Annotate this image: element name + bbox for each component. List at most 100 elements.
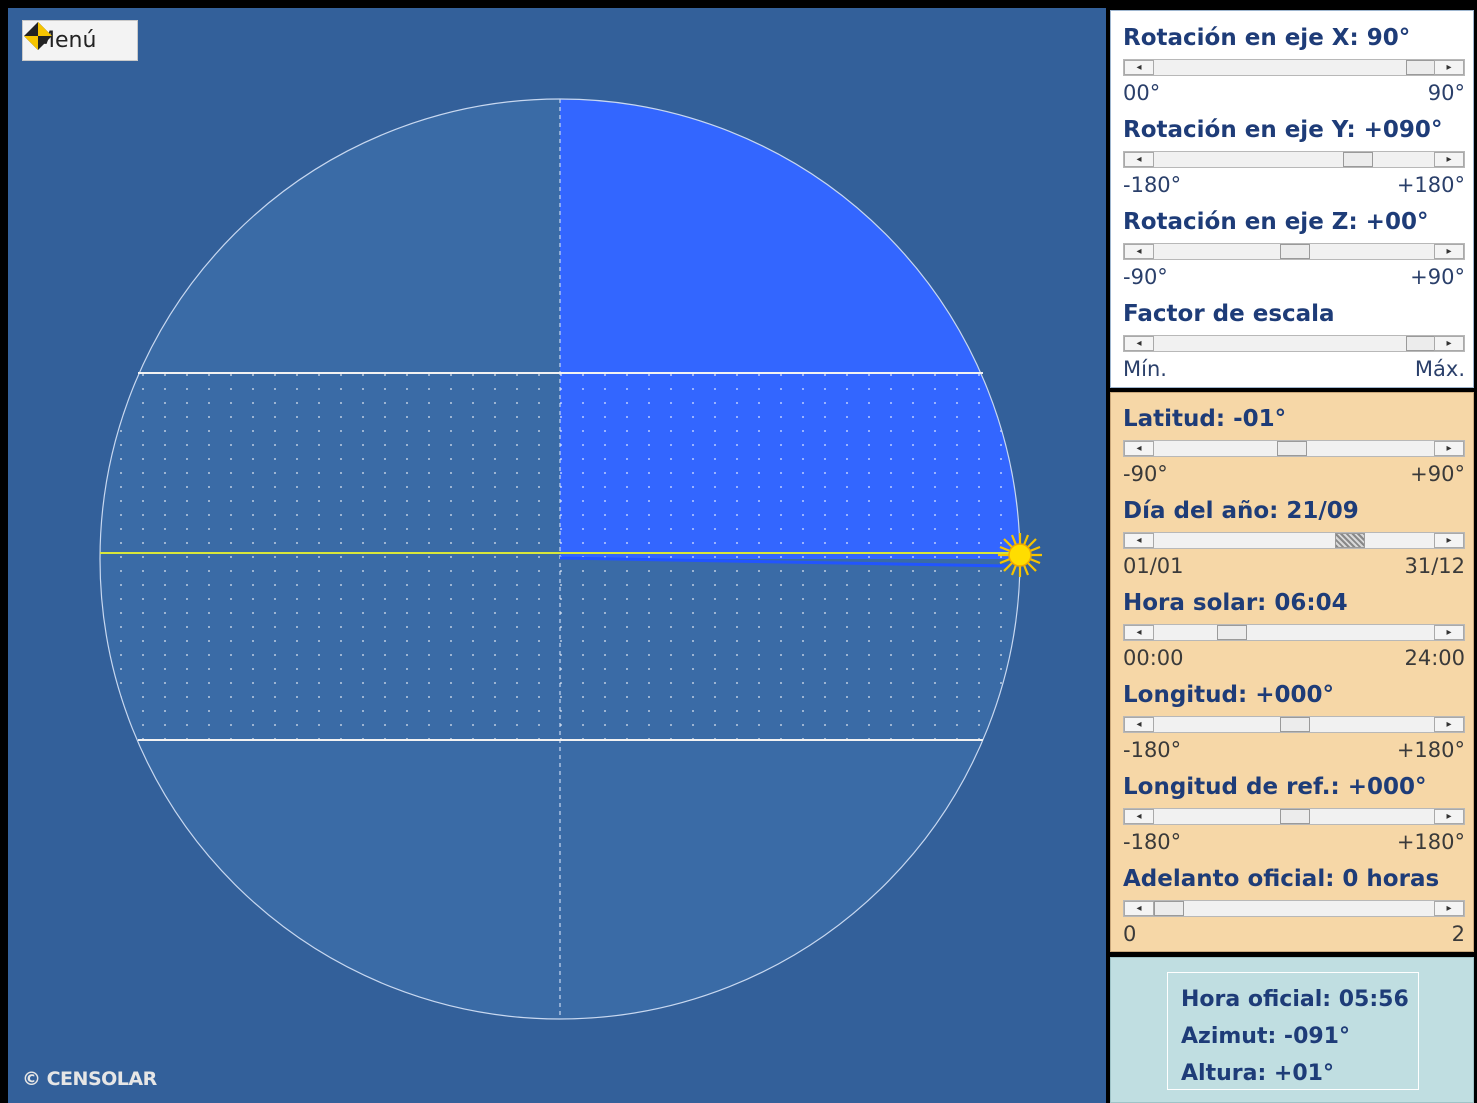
- azimuth-readout: Azimut: -091°: [1181, 1018, 1418, 1055]
- view-slider-track[interactable]: ◂ ▸: [1123, 59, 1465, 76]
- scroll-left-arrow-icon[interactable]: ◂: [1124, 533, 1154, 548]
- view-control-title: Rotación en eje Z: +00°: [1123, 209, 1465, 235]
- location-slider-track[interactable]: ◂ ▸: [1123, 716, 1465, 733]
- location-slider-thumb[interactable]: [1335, 533, 1365, 548]
- location-slider-range: 01/01 31/12: [1123, 554, 1465, 578]
- view-slider-range: -180° +180°: [1123, 173, 1465, 197]
- scroll-right-arrow-icon[interactable]: ▸: [1434, 533, 1464, 548]
- range-max-label: +90°: [1410, 265, 1465, 289]
- menu-button[interactable]: Menú: [22, 20, 138, 61]
- view-control-3: Factor de escala ◂ ▸ Mín. Máx.: [1123, 301, 1465, 327]
- sun-icon: [998, 533, 1042, 577]
- view-slider-track[interactable]: ◂ ▸: [1123, 151, 1465, 168]
- range-max-label: +180°: [1397, 173, 1465, 197]
- scroll-right-arrow-icon[interactable]: ▸: [1434, 625, 1464, 640]
- scroll-left-arrow-icon[interactable]: ◂: [1124, 625, 1154, 640]
- scroll-right-arrow-icon[interactable]: ▸: [1434, 441, 1464, 456]
- view-slider-track[interactable]: ◂ ▸: [1123, 335, 1465, 352]
- location-control-3: Longitud: +000° ◂ ▸ -180° +180°: [1123, 682, 1465, 708]
- location-slider-range: -90° +90°: [1123, 462, 1465, 486]
- location-slider-thumb[interactable]: [1280, 809, 1310, 824]
- scroll-right-arrow-icon[interactable]: ▸: [1434, 717, 1464, 732]
- range-max-label: 24:00: [1404, 646, 1465, 670]
- results-panel: Hora oficial: 05:56 Azimut: -091° Altura…: [1110, 957, 1474, 1103]
- location-slider-thumb[interactable]: [1154, 901, 1184, 916]
- view-slider-thumb[interactable]: [1343, 152, 1373, 167]
- scroll-right-arrow-icon[interactable]: ▸: [1434, 244, 1464, 259]
- view-control-1: Rotación en eje Y: +090° ◂ ▸ -180° +180°: [1123, 117, 1465, 143]
- view-control-2: Rotación en eje Z: +00° ◂ ▸ -90° +90°: [1123, 209, 1465, 235]
- location-slider-track[interactable]: ◂ ▸: [1123, 900, 1465, 917]
- view-control-0: Rotación en eje X: 90° ◂ ▸ 00° 90°: [1123, 25, 1465, 51]
- scroll-left-arrow-icon[interactable]: ◂: [1124, 717, 1154, 732]
- location-control-5: Adelanto oficial: 0 horas ◂ ▸ 0 2: [1123, 866, 1465, 892]
- view-control-title: Rotación en eje Y: +090°: [1123, 117, 1465, 143]
- scroll-right-arrow-icon[interactable]: ▸: [1434, 152, 1464, 167]
- scroll-left-arrow-icon[interactable]: ◂: [1124, 60, 1154, 75]
- scroll-left-arrow-icon[interactable]: ◂: [1124, 809, 1154, 824]
- view-slider-track[interactable]: ◂ ▸: [1123, 243, 1465, 260]
- location-slider-range: -180° +180°: [1123, 738, 1465, 762]
- range-min-label: Mín.: [1123, 357, 1167, 381]
- range-min-label: 0: [1123, 922, 1136, 946]
- location-control-title: Adelanto oficial: 0 horas: [1123, 866, 1465, 892]
- official-time-readout: Hora oficial: 05:56: [1181, 981, 1418, 1018]
- location-slider-track[interactable]: ◂ ▸: [1123, 532, 1465, 549]
- range-max-label: +180°: [1397, 830, 1465, 854]
- diamond-arrow-icon: [23, 21, 53, 51]
- range-max-label: +180°: [1397, 738, 1465, 762]
- view-slider-thumb[interactable]: [1406, 336, 1436, 351]
- scroll-right-arrow-icon[interactable]: ▸: [1434, 336, 1464, 351]
- scroll-right-arrow-icon[interactable]: ▸: [1434, 809, 1464, 824]
- location-control-title: Hora solar: 06:04: [1123, 590, 1465, 616]
- range-min-label: -180°: [1123, 738, 1181, 762]
- range-min-label: -180°: [1123, 830, 1181, 854]
- scroll-left-arrow-icon[interactable]: ◂: [1124, 152, 1154, 167]
- view-controls-panel: Rotación en eje X: 90° ◂ ▸ 00° 90° Rotación e…: [1110, 10, 1474, 388]
- location-controls-panel: Latitud: -01° ◂ ▸ -90° +90° Día del año: 21/0…: [1110, 392, 1474, 952]
- view-control-title: Rotación en eje X: 90°: [1123, 25, 1465, 51]
- scroll-right-arrow-icon[interactable]: ▸: [1434, 901, 1464, 916]
- altitude-readout: Altura: +01°: [1181, 1055, 1418, 1092]
- location-control-title: Día del año: 21/09: [1123, 498, 1465, 524]
- location-control-title: Longitud: +000°: [1123, 682, 1465, 708]
- scroll-left-arrow-icon[interactable]: ◂: [1124, 244, 1154, 259]
- range-min-label: 00:00: [1123, 646, 1184, 670]
- location-control-2: Hora solar: 06:04 ◂ ▸ 00:00 24:00: [1123, 590, 1465, 616]
- range-max-label: Máx.: [1415, 357, 1465, 381]
- view-slider-thumb[interactable]: [1280, 244, 1310, 259]
- range-min-label: -90°: [1123, 462, 1168, 486]
- location-control-0: Latitud: -01° ◂ ▸ -90° +90°: [1123, 406, 1465, 432]
- scroll-right-arrow-icon[interactable]: ▸: [1434, 60, 1464, 75]
- range-min-label: -180°: [1123, 173, 1181, 197]
- range-max-label: 90°: [1428, 81, 1465, 105]
- location-control-4: Longitud de ref.: +000° ◂ ▸ -180° +180°: [1123, 774, 1465, 800]
- results-box: Hora oficial: 05:56 Azimut: -091° Altura…: [1167, 972, 1419, 1090]
- scroll-left-arrow-icon[interactable]: ◂: [1124, 336, 1154, 351]
- location-slider-thumb[interactable]: [1217, 625, 1247, 640]
- location-control-title: Longitud de ref.: +000°: [1123, 774, 1465, 800]
- view-slider-thumb[interactable]: [1406, 60, 1436, 75]
- location-control-1: Día del año: 21/09 ◂ ▸ 01/01 31/12: [1123, 498, 1465, 524]
- location-slider-track[interactable]: ◂ ▸: [1123, 624, 1465, 641]
- view-slider-range: -90° +90°: [1123, 265, 1465, 289]
- scroll-left-arrow-icon[interactable]: ◂: [1124, 901, 1154, 916]
- range-max-label: +90°: [1410, 462, 1465, 486]
- scroll-left-arrow-icon[interactable]: ◂: [1124, 441, 1154, 456]
- globe-svg: [8, 8, 1106, 1103]
- view-control-title: Factor de escala: [1123, 301, 1465, 327]
- range-max-label: 2: [1452, 922, 1465, 946]
- location-slider-track[interactable]: ◂ ▸: [1123, 440, 1465, 457]
- location-slider-range: -180° +180°: [1123, 830, 1465, 854]
- location-slider-thumb[interactable]: [1277, 441, 1307, 456]
- view-slider-range: 00° 90°: [1123, 81, 1465, 105]
- copyright-text: © CENSOLAR: [22, 1068, 157, 1090]
- location-slider-thumb[interactable]: [1280, 717, 1310, 732]
- range-min-label: 00°: [1123, 81, 1160, 105]
- globe-canvas[interactable]: Menú © CENSOLAR: [8, 8, 1106, 1103]
- range-min-label: -90°: [1123, 265, 1168, 289]
- location-control-title: Latitud: -01°: [1123, 406, 1465, 432]
- location-slider-track[interactable]: ◂ ▸: [1123, 808, 1465, 825]
- range-min-label: 01/01: [1123, 554, 1184, 578]
